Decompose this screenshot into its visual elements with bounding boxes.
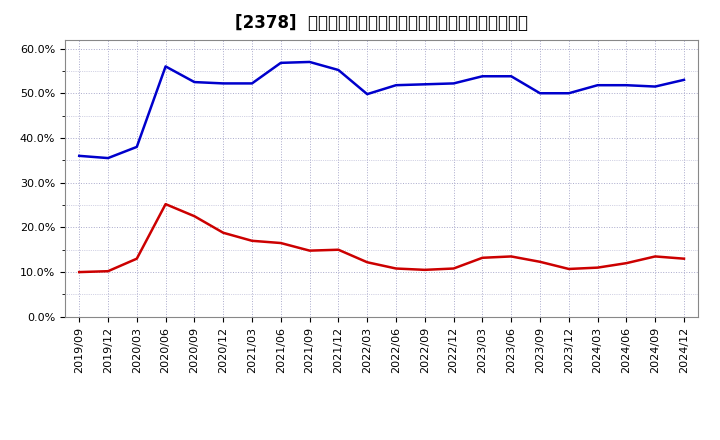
有利子負債 [161, 64, 170, 69]
Legend: 現預金, 有利子負債: 現預金, 有利子負債 [283, 437, 480, 440]
有利子負債 [478, 73, 487, 79]
有利子負債 [190, 80, 199, 85]
現預金 [622, 260, 631, 266]
現預金 [363, 260, 372, 265]
有利子負債 [593, 83, 602, 88]
有利子負債 [334, 67, 343, 73]
有利子負債 [219, 81, 228, 86]
有利子負債 [248, 81, 256, 86]
現預金 [276, 240, 285, 246]
現預金 [564, 266, 573, 271]
現預金 [132, 256, 141, 261]
現預金 [334, 247, 343, 253]
現預金 [190, 213, 199, 219]
現預金 [219, 230, 228, 235]
現預金 [161, 202, 170, 207]
有利子負債 [132, 144, 141, 150]
有利子負債 [420, 82, 429, 87]
現預金 [75, 269, 84, 275]
現預金 [651, 254, 660, 259]
現預金 [248, 238, 256, 243]
有利子負債 [363, 92, 372, 97]
有利子負債 [507, 73, 516, 79]
有利子負債 [680, 77, 688, 82]
現預金 [507, 254, 516, 259]
有利子負債 [449, 81, 458, 86]
有利子負債 [276, 60, 285, 66]
現預金 [305, 248, 314, 253]
現預金 [478, 255, 487, 260]
有利子負債 [104, 155, 112, 161]
現預金 [536, 259, 544, 264]
Line: 現預金: 現預金 [79, 204, 684, 272]
現預金 [680, 256, 688, 261]
有利子負債 [536, 91, 544, 96]
現預金 [104, 268, 112, 274]
有利子負債 [392, 83, 400, 88]
有利子負債 [305, 59, 314, 65]
Line: 有利子負債: 有利子負債 [79, 62, 684, 158]
有利子負債 [564, 91, 573, 96]
有利子負債 [75, 153, 84, 158]
有利子負債 [651, 84, 660, 89]
現預金 [420, 267, 429, 272]
現預金 [392, 266, 400, 271]
Title: [2378]  現預金、有利子負債の総資産に対する比率の推移: [2378] 現預金、有利子負債の総資産に対する比率の推移 [235, 15, 528, 33]
現預金 [593, 265, 602, 270]
有利子負債 [622, 83, 631, 88]
現預金 [449, 266, 458, 271]
